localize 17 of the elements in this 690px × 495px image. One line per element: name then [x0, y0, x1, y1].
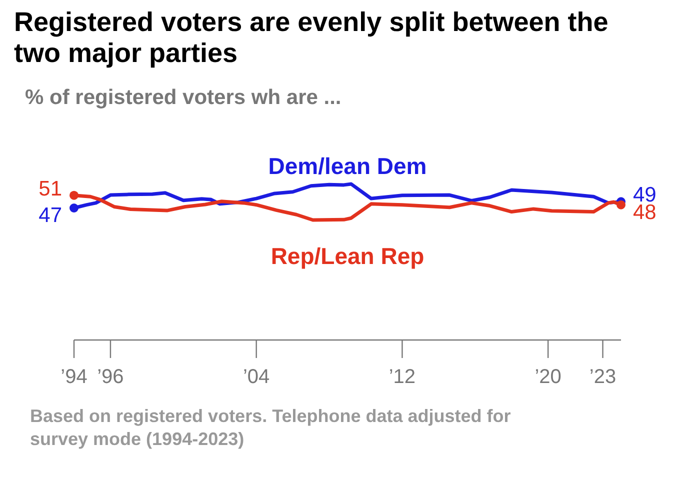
data-label: 51: [38, 177, 62, 200]
data-label: 48: [633, 200, 656, 224]
point: [70, 190, 78, 200]
text: Based on registered voters. Telephone data adjusted for survey mode (1994-2023): [30, 406, 511, 449]
series-label: Rep/Lean Rep: [270, 243, 424, 269]
x-tick-label: ’12: [388, 366, 416, 388]
x-tick-label: ’94: [60, 366, 88, 388]
point: [70, 204, 78, 212]
chart-subtitle: % of registered voters wh are ...: [25, 86, 342, 109]
data-label: 47: [38, 204, 62, 227]
chart-title: Registered voters are evenly split between the two major parties: [14, 7, 608, 68]
x-tick-label: ’04: [242, 366, 270, 388]
x-tick-label: ’96: [97, 366, 124, 388]
x-tick-label: ’20: [534, 366, 562, 388]
series-label: Dem/lean Dem: [268, 153, 427, 179]
point: [616, 200, 626, 210]
x-tick-label: ’23: [589, 366, 616, 388]
